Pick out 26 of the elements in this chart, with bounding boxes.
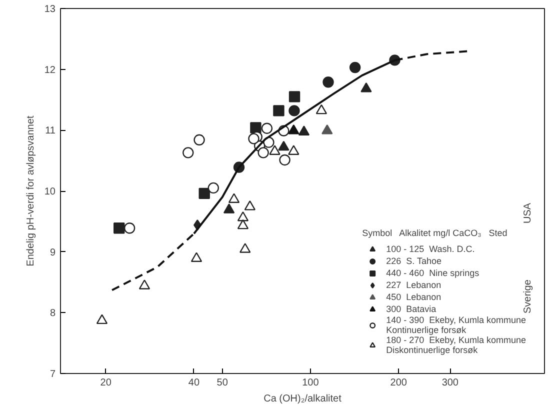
legend-label: 100 - 125 Wash. D.C. [386,243,475,255]
y-axis-title: Endelig pH-verdi for avløpsvannet [25,115,36,266]
legend-title: Symbol Alkalitet mg/l CaCO₃ Sted [362,228,508,238]
y-tick-label: 11 [45,126,56,137]
legend-label: 440 - 460 Nine springs [386,267,480,279]
y-tick-label: 12 [44,64,56,76]
annotation: USA [522,202,534,224]
x-tick-label: 200 [390,378,408,388]
legend-label: 140 - 390 Ekeby, Kumla kommune Kontinuerlige forsøk [386,315,526,335]
legend-label: 227 Lebanon [386,279,442,291]
y-tick-label: 8 [50,308,56,320]
legend-label: 450 Lebanon [386,291,442,303]
legend-label: 226 S. Tahoe [386,255,442,267]
x-tick-label: 20 [100,378,112,388]
legend-label: 180 - 270 Ekeby, Kumla kommune Diskontinuerlige forsøk [386,335,526,355]
x-tick-label: 300 [442,378,459,388]
x-axis-title: Ca (OH)₂/alkalitet [264,394,342,404]
y-tick-label: 9 [50,247,56,258]
annotation: Sverige [522,279,534,314]
legend-label: 300 Batavia [386,303,436,315]
y-tick-label: 7 [50,369,56,380]
x-tick-label: 100 [302,378,320,388]
x-tick-label: 40 [188,378,200,388]
x-tick-label: 50 [216,378,228,388]
y-tick-label: 13 [44,4,56,15]
y-tick-label: 10 [44,186,56,198]
